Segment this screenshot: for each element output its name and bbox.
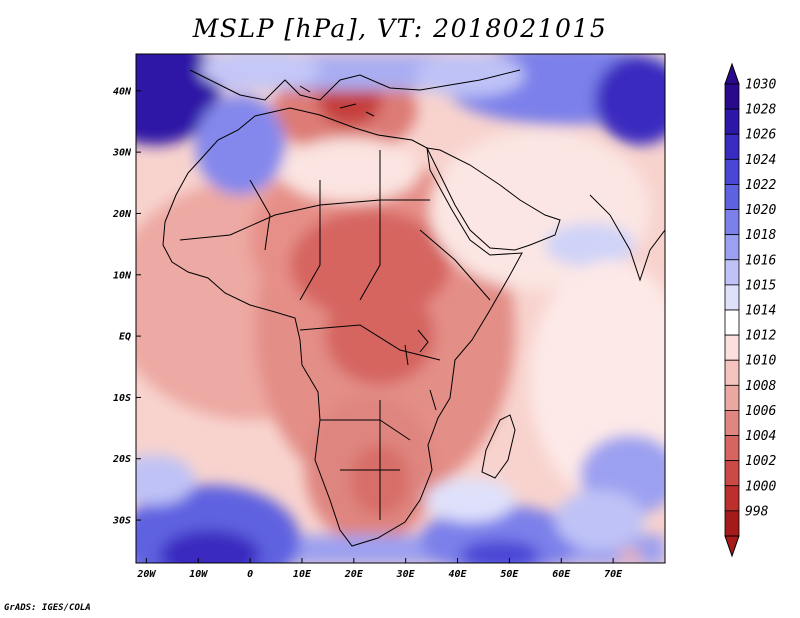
colorbar-label: 1004 [745,429,776,444]
pressure-field [136,54,665,563]
colorbar-swatch [724,410,740,436]
grads-credit: GrADS: IGES/COLA [4,603,91,613]
longitude-axis: 20W 10W 0 10E 20E 30E 40E 50E 60E 70E [136,558,623,580]
colorbar-label: 1015 [745,278,776,293]
colorbar-label: 1002 [745,454,776,469]
plot-frame [135,53,666,564]
colorbar-top-arrow [724,62,740,85]
colorbar-swatch [724,485,740,512]
colorbar-swatch [724,184,740,210]
lat-tick-label: 20S [112,454,131,465]
madagascar-coastline [481,414,516,479]
colorbar-swatch [724,284,740,311]
colorbar-label: 1000 [745,479,776,494]
lon-tick-label: 50E [500,569,519,580]
lon-tick-label: 0 [247,569,253,580]
colorbar-swatch [724,83,740,110]
lat-tick-label: 20N [112,209,132,220]
africa-coastline [162,107,523,547]
colorbar-swatch [724,309,740,336]
lon-tick-label: 20E [344,569,364,580]
colorbar-swatch [724,108,740,135]
india-coastline [589,194,665,282]
africa-borders [179,150,491,520]
colorbar-label: 1020 [745,203,776,218]
lon-tick-label: 40E [449,569,468,580]
colorbar-label: 1024 [745,153,776,168]
colorbar-label: 1016 [745,253,776,268]
colorbar-swatch [724,460,740,487]
colorbar-swatch [724,158,740,185]
lat-tick-label: 10S [113,393,131,404]
colorbar-label: 1008 [745,379,776,394]
colorbar-swatch [724,259,740,286]
colorbar-swatch [724,435,740,462]
colorbar-bottom-arrow [724,535,740,558]
mediterranean-islands [299,85,375,117]
colorbar-swatch [724,209,740,236]
lat-tick-label: 10N [113,270,132,281]
colorbar-label: 1006 [745,404,776,419]
lon-tick-label: 10E [293,569,312,580]
colorbar-label: 1010 [745,354,776,369]
colorbar-label: 1018 [745,228,776,243]
lat-tick-label: 40N [113,86,132,97]
lat-tick-label: EQ [119,332,131,343]
colorbar-swatch [724,384,740,411]
coastlines [162,69,665,547]
lon-tick-label: 30E [396,569,416,580]
colorbar-swatch [724,359,740,386]
colorbar-label: 1026 [745,128,776,143]
colorbar-label: 1022 [745,178,776,193]
lon-tick-label: 70E [604,569,623,580]
europe-coastline [189,69,521,101]
latitude-axis: 40N 30N 20N 10N EQ 10S 20S 30S [112,86,141,527]
colorbar-label: 998 [745,504,769,519]
arabia-coastline [426,147,561,251]
lon-tick-label: 10W [189,569,208,580]
map-title: MSLP [hPa], VT: 2018021015 [192,14,608,43]
lat-tick-label: 30S [112,516,131,527]
colorbar-swatch [724,510,740,537]
lon-tick-label: 60E [552,569,571,580]
colorbar-label: 1012 [745,329,776,344]
colorbar-label: 1014 [745,304,776,319]
lon-tick-label: 20W [136,569,156,580]
colorbar-label: 1030 [745,78,776,93]
lat-tick-label: 30N [112,148,132,159]
colorbar-swatch [724,234,740,261]
colorbar-swatch [724,334,740,361]
colorbar-swatch [724,133,740,160]
lake-outlines [404,329,437,411]
colorbar: 1030 1028 1026 1024 1022 1020 1018 1016 1015 1014… [724,62,776,558]
colorbar-label: 1028 [745,103,776,118]
